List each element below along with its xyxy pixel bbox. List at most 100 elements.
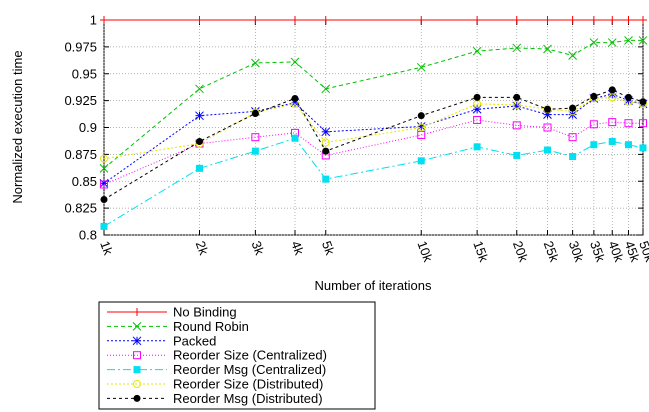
data-point xyxy=(639,144,647,152)
data-point xyxy=(607,38,617,47)
legend-item: Reorder Msg (Distributed) xyxy=(107,391,323,406)
data-point xyxy=(543,146,551,154)
data-point xyxy=(321,127,331,137)
data-point xyxy=(568,51,577,60)
data-point xyxy=(100,196,108,204)
data-point xyxy=(639,119,647,128)
data-point xyxy=(417,112,425,120)
data-point xyxy=(608,118,617,127)
data-point xyxy=(590,141,598,149)
legend-label: Packed xyxy=(173,333,216,348)
data-point xyxy=(196,137,204,145)
data-point xyxy=(291,16,300,24)
y-tick-label: 0.975 xyxy=(64,39,97,54)
data-point xyxy=(417,16,426,24)
data-point xyxy=(321,16,330,24)
data-point xyxy=(417,157,425,165)
data-point xyxy=(513,93,521,101)
data-point xyxy=(251,58,260,68)
data-point xyxy=(639,98,647,106)
legend-item: Reorder Size (Distributed) xyxy=(107,377,323,392)
data-point xyxy=(608,137,616,145)
x-tick-label: 45k xyxy=(622,239,643,264)
data-point xyxy=(639,16,647,24)
data-point xyxy=(608,93,617,102)
data-point xyxy=(195,84,204,94)
data-point xyxy=(291,134,299,142)
data-point xyxy=(569,104,577,112)
data-point xyxy=(100,154,108,163)
x-tick-label: 2k xyxy=(193,239,212,258)
data-point xyxy=(251,110,259,118)
data-point xyxy=(417,123,426,132)
data-point xyxy=(624,36,633,45)
series-1 xyxy=(99,36,648,173)
y-tick-label: 0.875 xyxy=(64,147,97,162)
data-point xyxy=(543,123,552,132)
legend-label: Reorder Size (Centralized) xyxy=(173,348,327,363)
data-point xyxy=(608,16,617,24)
y-tick-label: 0.825 xyxy=(64,201,97,216)
data-point xyxy=(624,119,633,128)
data-point xyxy=(624,93,632,101)
data-point xyxy=(512,100,521,109)
data-point xyxy=(195,111,204,121)
series-line xyxy=(103,96,644,160)
data-point xyxy=(321,84,331,94)
data-point xyxy=(100,16,108,24)
legend-item: Packed xyxy=(107,333,216,348)
series-6 xyxy=(100,86,647,204)
series-0 xyxy=(100,16,647,24)
data-point xyxy=(133,380,141,388)
data-point xyxy=(322,175,330,183)
data-point xyxy=(568,133,577,142)
legend-item: Reorder Msg (Centralized) xyxy=(107,362,326,377)
data-point xyxy=(568,16,577,24)
data-point xyxy=(512,121,521,130)
y-tick-label: 1 xyxy=(90,13,97,28)
legend-item: Round Robin xyxy=(107,319,249,334)
data-point xyxy=(416,122,426,131)
data-point xyxy=(512,16,521,24)
legend-label: Round Robin xyxy=(173,319,249,334)
data-point xyxy=(624,16,633,24)
legend-item: No Binding xyxy=(107,305,237,320)
data-point xyxy=(543,105,551,113)
data-point xyxy=(589,38,599,47)
y-axis-title: Normalized execution time xyxy=(10,50,25,203)
legend-label: Reorder Msg (Centralized) xyxy=(173,362,326,377)
data-point xyxy=(100,222,108,230)
data-point xyxy=(589,120,598,129)
data-point xyxy=(473,93,481,101)
data-point xyxy=(624,141,632,149)
x-tick-label: 5k xyxy=(319,239,338,258)
data-point xyxy=(322,147,330,155)
data-point xyxy=(291,94,299,102)
x-axis-title: Number of iterations xyxy=(314,278,432,293)
data-point xyxy=(543,16,552,24)
data-point xyxy=(321,138,330,147)
data-point xyxy=(133,394,141,402)
data-point xyxy=(133,366,141,374)
y-tick-label: 0.925 xyxy=(64,93,97,108)
plot-frame xyxy=(103,19,644,236)
data-point xyxy=(100,180,108,189)
legend-label: Reorder Size (Distributed) xyxy=(173,377,323,392)
y-tick-label: 0.8 xyxy=(79,228,97,243)
data-point xyxy=(99,163,109,173)
data-point xyxy=(589,16,598,24)
data-point xyxy=(417,131,426,140)
data-point xyxy=(132,322,142,331)
data-point xyxy=(473,115,482,124)
data-point xyxy=(196,164,204,172)
series-line xyxy=(103,39,643,169)
data-point xyxy=(133,351,141,360)
x-tick-label: 4k xyxy=(288,239,307,258)
y-tick-label: 0.95 xyxy=(72,66,97,81)
series-4 xyxy=(100,134,647,230)
series-2 xyxy=(99,89,648,188)
y-tick-label: 0.85 xyxy=(72,174,97,189)
x-tick-label: 15k xyxy=(470,239,491,264)
